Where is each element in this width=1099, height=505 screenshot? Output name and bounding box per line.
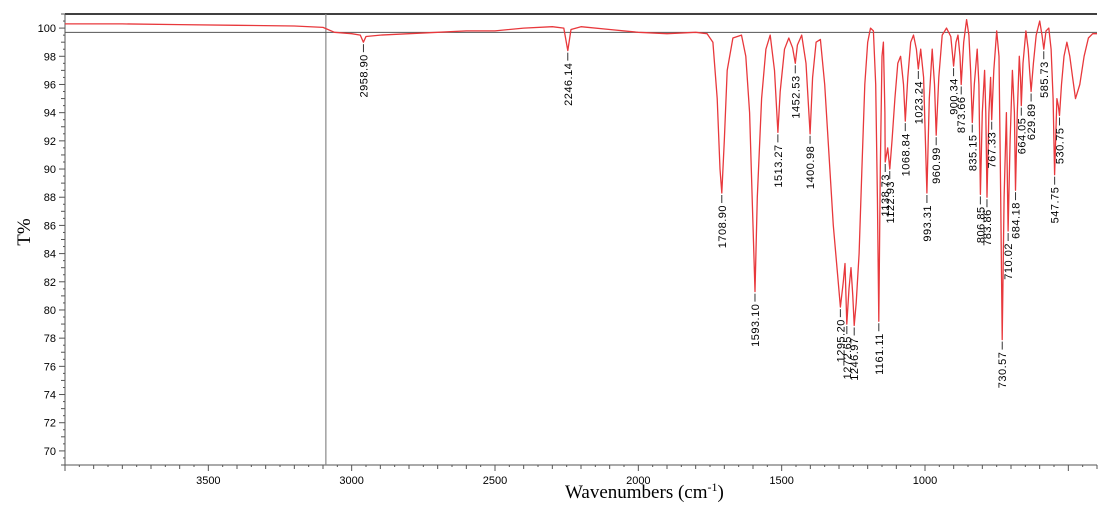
y-tick-label: 92	[44, 136, 56, 148]
y-tick-label: 98	[44, 51, 56, 63]
peak-label: 1452.53	[790, 75, 802, 118]
peak-label: 547.75	[1050, 187, 1062, 224]
y-tick-label: 86	[44, 220, 56, 232]
y-tick-label: 100	[38, 23, 56, 35]
peak-label: 730.57	[997, 352, 1009, 389]
peak-labels: 2958.90 2246.14 1708.90 1593.10 1513.27 1452.…	[358, 44, 1067, 389]
peak-label: 710.02	[1003, 243, 1015, 280]
peak-label: 783.86	[982, 209, 994, 246]
y-tick-label: 78	[44, 333, 56, 345]
x-tick-label: 3500	[196, 475, 220, 487]
y-axis-title: T%	[14, 218, 35, 246]
peak-label: 530.75	[1055, 127, 1067, 164]
peak-label: 1023.24	[913, 81, 925, 124]
y-tick-label: 94	[44, 108, 56, 120]
x-axis-title-main: Wavenumbers (cm	[565, 482, 708, 503]
y-tick-label: 90	[44, 164, 56, 176]
peak-label: 1272.65	[842, 336, 854, 379]
x-tick-label: 1000	[913, 475, 937, 487]
peak-label: 1068.84	[900, 133, 912, 176]
spectrum-line	[65, 18, 1097, 341]
x-tick-label: 2000	[626, 475, 650, 487]
peak-label: 629.89	[1026, 104, 1038, 141]
peak-label: 960.99	[931, 147, 943, 184]
x-axis-title-tail: )	[718, 482, 724, 503]
y-axis: 70 72 74 76 78 80 82 84 86 88 90 92 94 96 98 100	[38, 13, 65, 466]
x-axis: 3500 3000 2500 2000 1500 1000	[64, 465, 1098, 487]
peak-label: 684.18	[1011, 202, 1023, 239]
peak-label: 2246.14	[563, 63, 575, 106]
peak-label: 767.33	[987, 132, 999, 169]
peak-label: 1122.93	[885, 181, 897, 223]
y-tick-label: 96	[44, 79, 56, 91]
x-axis-title-sup: -1	[708, 480, 718, 494]
y-tick-label: 76	[44, 361, 56, 373]
peak-label: 1513.27	[773, 144, 785, 187]
peak-label: 1400.98	[805, 146, 817, 189]
peak-label: 1708.90	[717, 205, 729, 248]
y-tick-label: 80	[44, 305, 56, 317]
peak-label: 873.66	[956, 96, 968, 133]
y-tick-label: 82	[44, 277, 56, 289]
plot-area	[65, 14, 1097, 465]
x-axis-title: Wavenumbers (cm-1)	[565, 480, 724, 503]
peak-label: 1246.97	[849, 337, 861, 380]
peak-label: 2958.90	[358, 54, 370, 97]
x-tick-label: 3000	[339, 475, 363, 487]
peak-label: 835.15	[967, 135, 979, 172]
peak-label: 900.34	[949, 78, 961, 115]
peak-label: 1295.20	[835, 319, 847, 362]
y-tick-label: 70	[44, 446, 56, 458]
peak-label: 585.73	[1039, 61, 1051, 98]
x-tick-label: 2500	[483, 475, 507, 487]
peak-label: 1138.73	[880, 174, 892, 216]
peak-label: 1161.11	[874, 333, 886, 375]
peak-label: 806.85	[975, 206, 987, 243]
y-tick-label: 72	[44, 418, 56, 430]
y-tick-label: 74	[44, 390, 56, 402]
y-tick-label: 88	[44, 192, 56, 204]
peak-label: 664.05	[1016, 118, 1028, 155]
y-tick-label: 84	[44, 249, 56, 261]
x-tick-label: 1500	[769, 475, 793, 487]
peak-label: 993.31	[922, 205, 934, 242]
plot-frame	[64, 13, 1097, 466]
peak-label: 1593.10	[750, 304, 762, 347]
